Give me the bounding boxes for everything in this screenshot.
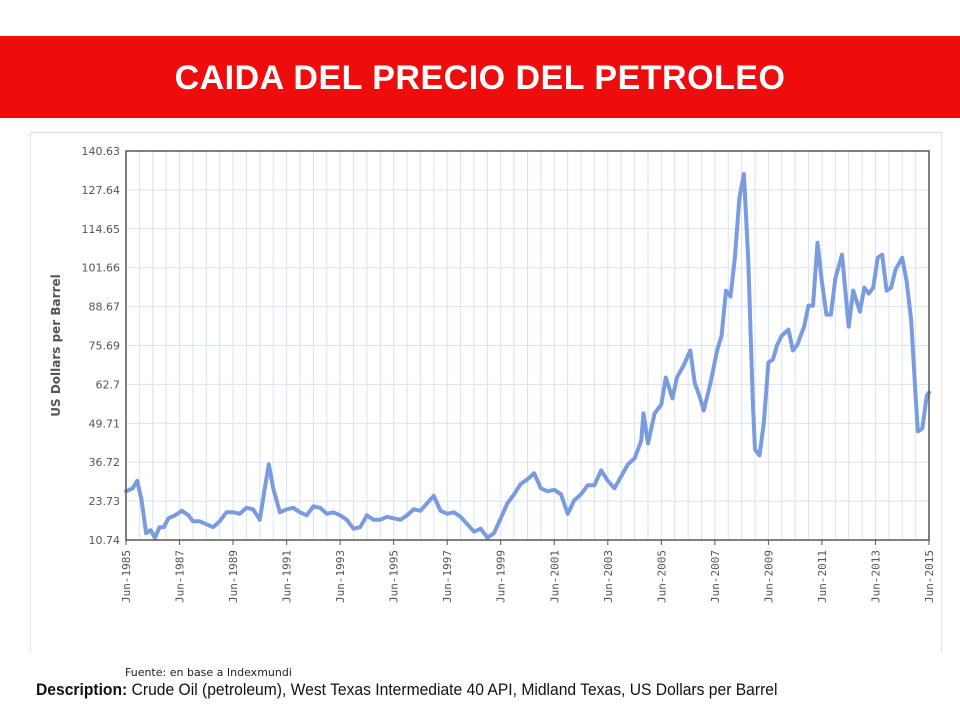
x-tick-label: Jun-1987 [174,550,187,603]
y-tick-label: 49.71 [89,417,121,430]
y-tick-label: 10.74 [89,534,121,547]
x-tick-label: Jun-2015 [923,550,936,603]
source-note: Fuente: en base a Indexmundi [125,666,292,679]
x-tick-label: Jun-2001 [548,550,561,603]
y-tick-label: 23.73 [89,495,121,508]
y-tick-label: 36.72 [89,456,121,469]
price-series-line [124,171,931,540]
chart-frame: 140.63 127.64 114.65 101.66 88.67 75.69 62.7 49… [30,132,942,652]
slide-title: CAIDA DEL PRECIO DEL PETROLEO [174,58,786,97]
description-label: Description: [36,680,128,699]
y-tick-label: 114.65 [82,223,121,236]
x-tick-label: Jun-1991 [281,550,294,603]
oil-price-chart: 140.63 127.64 114.65 101.66 88.67 75.69 62.7 49… [49,145,936,603]
x-tick-label: Jun-1993 [334,550,347,603]
y-tick-label: 140.63 [82,145,121,158]
plot-border [125,150,930,541]
y-tick-label: 101.66 [82,262,121,275]
x-tick-label: Jun-2003 [602,550,615,603]
y-tick-label: 88.67 [89,301,121,314]
description-text: Crude Oil (petroleum), West Texas Interm… [131,680,778,699]
x-tick-label: Jun-2007 [709,550,722,603]
x-tick-label: Jun-2005 [655,550,668,603]
x-tick-label: Jun-2009 [762,550,775,603]
y-axis-label: US Dollars per Barrel [49,274,63,417]
x-tick-label: Jun-1999 [495,550,508,603]
x-tick-label: Jun-2013 [869,550,882,603]
y-tick-label: 127.64 [82,184,121,197]
x-tick-label: Jun-1997 [441,550,454,603]
y-tick-label: 62.7 [96,378,121,391]
x-tick-label: Jun-1995 [388,550,401,603]
title-banner: CAIDA DEL PRECIO DEL PETROLEO [0,36,960,118]
x-tick-label: Jun-1989 [227,550,240,603]
x-tick-label: Jun-2011 [816,550,829,603]
y-tick-label: 75.69 [89,340,121,353]
description: Description: Crude Oil (petroleum), West… [36,680,777,700]
x-tick-label: Jun-1985 [120,550,133,603]
